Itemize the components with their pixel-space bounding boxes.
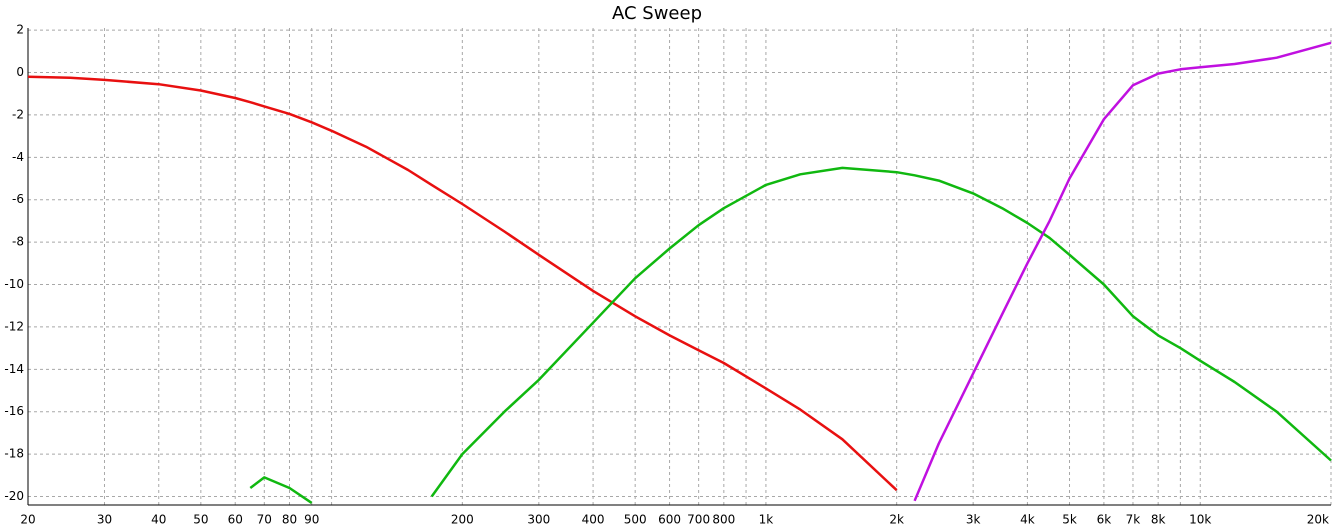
x-tick-label: 1k	[759, 513, 774, 527]
x-tick-label: 80	[282, 513, 297, 527]
x-tick-label: 40	[151, 513, 166, 527]
x-tick-label: 20k	[1307, 513, 1329, 527]
x-tick-label: 300	[527, 513, 550, 527]
x-tick-label: 30	[97, 513, 112, 527]
x-tick-label: 20	[20, 513, 35, 527]
x-tick-label: 8k	[1151, 513, 1166, 527]
x-tick-label: 6k	[1097, 513, 1112, 527]
x-tick-label: 4k	[1020, 513, 1035, 527]
x-tick-label: 3k	[966, 513, 981, 527]
y-tick-label: -12	[4, 319, 24, 333]
y-tick-label: -14	[4, 362, 24, 376]
y-tick-label: 0	[16, 65, 24, 79]
x-tick-label: 600	[658, 513, 681, 527]
y-tick-label: -6	[12, 192, 24, 206]
y-tick-label: 2	[16, 23, 24, 37]
x-tick-label: 200	[451, 513, 474, 527]
x-tick-label: 500	[624, 513, 647, 527]
y-tick-label: -2	[12, 107, 24, 121]
series-line	[913, 41, 1332, 502]
x-tick-label: 800	[712, 513, 735, 527]
chart-title: AC Sweep	[612, 3, 702, 24]
y-tick-label: -16	[4, 404, 24, 418]
x-tick-label: 7k	[1126, 513, 1141, 527]
x-tick-label: 70	[257, 513, 272, 527]
x-tick-label: 2k	[889, 513, 904, 527]
y-tick-label: -18	[4, 447, 24, 461]
x-tick-label: 5k	[1062, 513, 1077, 527]
x-tick-label: 50	[193, 513, 208, 527]
x-tick-label: 400	[582, 513, 605, 527]
y-tick-label: -20	[4, 489, 24, 503]
series-line	[249, 166, 1332, 504]
series-line	[27, 75, 898, 492]
y-tick-label: -4	[12, 150, 24, 164]
y-tick-label: -8	[12, 235, 24, 249]
x-tick-label: 60	[228, 513, 243, 527]
y-tick-label: -10	[4, 277, 24, 291]
x-tick-label: 700	[687, 513, 710, 527]
x-tick-label: 90	[304, 513, 319, 527]
x-tick-label: 10k	[1189, 513, 1211, 527]
